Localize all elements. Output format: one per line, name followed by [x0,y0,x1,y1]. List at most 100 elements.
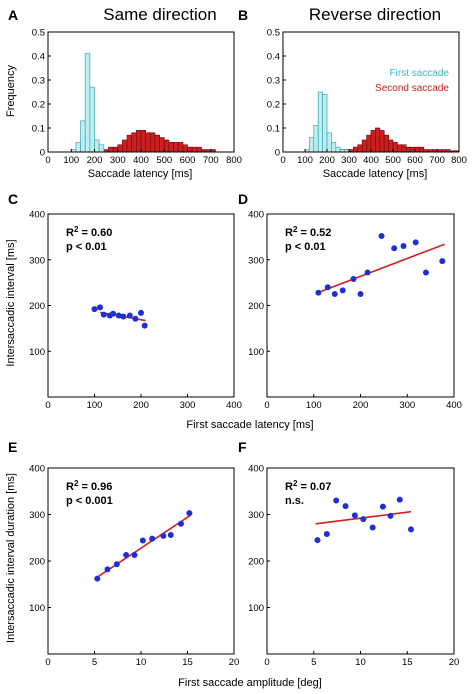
bar-b-first-220 [331,142,337,153]
y-tick-label-f-300: 300 [248,510,264,521]
y-tick-label-d-100: 100 [248,347,264,358]
x-tick-label-d-300: 300 [399,400,415,411]
y-tick-label-f-100: 100 [248,603,264,614]
point-d-9 [391,245,398,252]
bar-b-second-320 [353,146,359,153]
bar-a-first-140 [80,120,86,153]
point-e-4 [123,551,130,558]
row2-y-label: Intersaccadic interval [ms] [5,239,17,366]
y-tick-label-a-0.5: 0.5 [32,28,45,39]
x-tick-label-a-600: 600 [180,155,196,166]
panel-letter-a: A [8,7,18,23]
panel-letter-b: B [238,7,248,23]
x-tick-label-b-200: 200 [319,155,335,166]
point-f-1 [314,537,321,544]
x-tick-label-a-800: 800 [226,155,242,166]
y-tick-label-b-0: 0 [275,148,280,159]
bar-b-second-500 [392,142,398,153]
bar-a-second-520 [168,142,174,153]
x-tick-label-b-600: 600 [407,155,423,166]
y-tick-label-f-400: 400 [248,464,264,475]
x-tick-label-b-800: 800 [451,155,467,166]
bar-a-second-360 [131,132,137,153]
x-tick-label-e-0: 0 [45,657,50,668]
point-e-8 [160,532,167,539]
y-tick-label-b-0.3: 0.3 [267,76,280,87]
y-tick-label-b-0.5: 0.5 [267,28,280,39]
stat-p-c: p < 0.01 [66,241,107,253]
y-tick-label-d-400: 400 [248,210,264,221]
y-tick-label-d-300: 300 [248,255,264,266]
x-tick-label-e-15: 15 [182,657,193,668]
column-title-left: Same direction [103,5,216,24]
point-d-8 [378,232,385,239]
bar-b-first-120 [309,137,315,153]
fit-line-d [317,243,445,294]
stat-p-d: p < 0.01 [285,241,326,253]
bar-a-second-280 [112,146,119,153]
y-tick-label-c-100: 100 [29,347,45,358]
x-tick-label-d-400: 400 [446,400,462,411]
bar-b-second-560 [405,146,411,153]
hist-x-label-right: Saccade latency [ms] [323,168,428,180]
point-c-10 [138,309,144,316]
stat-r2-f: R2 = 0.07 [285,479,331,493]
y-tick-label-a-0.4: 0.4 [32,52,45,63]
point-e-11 [186,510,193,517]
point-e-10 [177,520,184,527]
x-tick-label-b-400: 400 [363,155,379,166]
bar-b-second-360 [361,139,367,153]
bar-b-first-180 [322,94,328,153]
x-tick-label-e-10: 10 [136,657,147,668]
panel-c: R2 = 0.60 p < 0.01 0 100 200 300 400 100 200 300 4… [29,210,242,412]
point-e-6 [139,537,146,544]
panel-e: R2 = 0.96 p < 0.001 0 5 10 15 20 100 200 300 400 [29,464,239,669]
x-tick-label-d-200: 200 [353,400,369,411]
point-c-3 [100,311,107,318]
x-tick-label-a-200: 200 [87,155,103,166]
point-c-8 [126,312,133,319]
y-tick-label-b-0.4: 0.4 [267,52,280,63]
point-d-1 [315,289,322,296]
x-tick-label-f-15: 15 [402,657,413,668]
point-c-11 [141,322,148,329]
y-tick-label-e-300: 300 [29,510,45,521]
bar-b-second-420 [375,127,381,153]
point-f-8 [379,503,386,510]
column-title-right: Reverse direction [309,5,441,24]
y-tick-label-e-400: 400 [29,464,45,475]
bar-a-first-180 [89,86,95,153]
y-tick-label-f-200: 200 [248,557,264,568]
point-c-9 [132,315,139,322]
bar-b-first-160 [317,91,323,153]
stat-p-f: n.s. [285,495,304,507]
x-tick-label-d-100: 100 [306,400,322,411]
panel-letter-f: F [238,439,247,455]
y-tick-label-a-0.2: 0.2 [32,100,45,111]
x-tick-label-e-20: 20 [229,657,240,668]
y-tick-label-d-200: 200 [248,301,264,312]
x-tick-label-c-200: 200 [133,400,149,411]
hist-x-label-left: Saccade latency [ms] [88,168,193,180]
point-f-10 [396,496,403,503]
bar-a-second-500 [163,139,170,153]
point-c-5 [110,310,117,317]
point-d-6 [357,291,364,298]
point-f-5 [351,512,358,519]
hist-y-label: Frequency [5,65,17,117]
bar-a-second-420 [145,132,151,153]
bar-a-second-640 [196,146,202,153]
bar-a-second-620 [191,146,198,153]
bar-b-second-600 [414,146,420,153]
x-tick-label-a-400: 400 [133,155,149,166]
point-d-13 [439,258,446,265]
bar-a-second-400 [140,130,147,153]
point-e-9 [167,531,174,538]
y-tick-label-e-200: 200 [29,557,45,568]
bar-b-second-620 [419,146,425,153]
bar-b-second-540 [401,144,407,153]
point-d-11 [412,239,419,246]
point-d-5 [350,275,357,282]
row3-y-label: Intersaccadic interval duration [ms] [5,473,17,643]
